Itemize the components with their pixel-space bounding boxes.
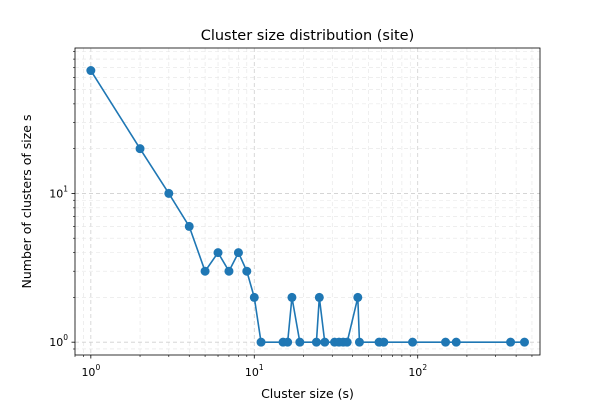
data-point bbox=[295, 337, 305, 347]
data-point bbox=[342, 337, 352, 347]
data-point bbox=[287, 292, 297, 302]
data-point bbox=[249, 292, 259, 302]
data-point bbox=[506, 337, 516, 347]
x-axis: 100 101 102 bbox=[74, 355, 533, 379]
x-axis-label: Cluster size (s) bbox=[261, 386, 354, 400]
data-point bbox=[233, 248, 243, 258]
data-point bbox=[320, 337, 330, 347]
tick-label-base: 10 bbox=[81, 366, 95, 379]
x-tick-label: 100 bbox=[81, 363, 100, 379]
data-point bbox=[451, 337, 461, 347]
plot-area-frame bbox=[74, 47, 541, 356]
tick-label-exponent: 1 bbox=[63, 184, 68, 193]
data-point bbox=[135, 144, 145, 154]
data-point bbox=[314, 292, 324, 302]
tick-label-exponent: 1 bbox=[259, 363, 264, 372]
data-point bbox=[519, 337, 529, 347]
x-tick-label: 101 bbox=[245, 363, 264, 379]
tick-label-base: 10 bbox=[49, 336, 63, 349]
data-point bbox=[379, 337, 389, 347]
data-point bbox=[242, 266, 252, 276]
y-axis-label: Number of clusters of size s bbox=[19, 115, 34, 289]
y-tick-label: 100 bbox=[49, 333, 68, 349]
data-point bbox=[200, 266, 210, 276]
data-point bbox=[224, 266, 234, 276]
tick-label-base: 10 bbox=[49, 187, 63, 200]
data-point bbox=[164, 188, 174, 198]
series-group bbox=[86, 66, 529, 347]
tick-label-exponent: 0 bbox=[95, 363, 100, 372]
tick-label-base: 10 bbox=[245, 366, 259, 379]
data-point bbox=[353, 292, 363, 302]
x-tick-label: 102 bbox=[408, 363, 427, 379]
data-point bbox=[213, 248, 223, 258]
data-point bbox=[283, 337, 293, 347]
data-point bbox=[256, 337, 266, 347]
grid bbox=[74, 48, 540, 355]
data-point bbox=[408, 337, 418, 347]
chart-title: Cluster size distribution (site) bbox=[201, 28, 415, 44]
data-point bbox=[311, 337, 321, 347]
y-tick-label: 101 bbox=[49, 184, 68, 200]
tick-label-exponent: 2 bbox=[422, 363, 427, 372]
tick-label-exponent: 0 bbox=[63, 333, 68, 342]
tick-label-base: 10 bbox=[408, 366, 422, 379]
data-point bbox=[184, 221, 194, 231]
data-point bbox=[441, 337, 451, 347]
data-point bbox=[86, 66, 96, 76]
data-point bbox=[354, 337, 364, 347]
